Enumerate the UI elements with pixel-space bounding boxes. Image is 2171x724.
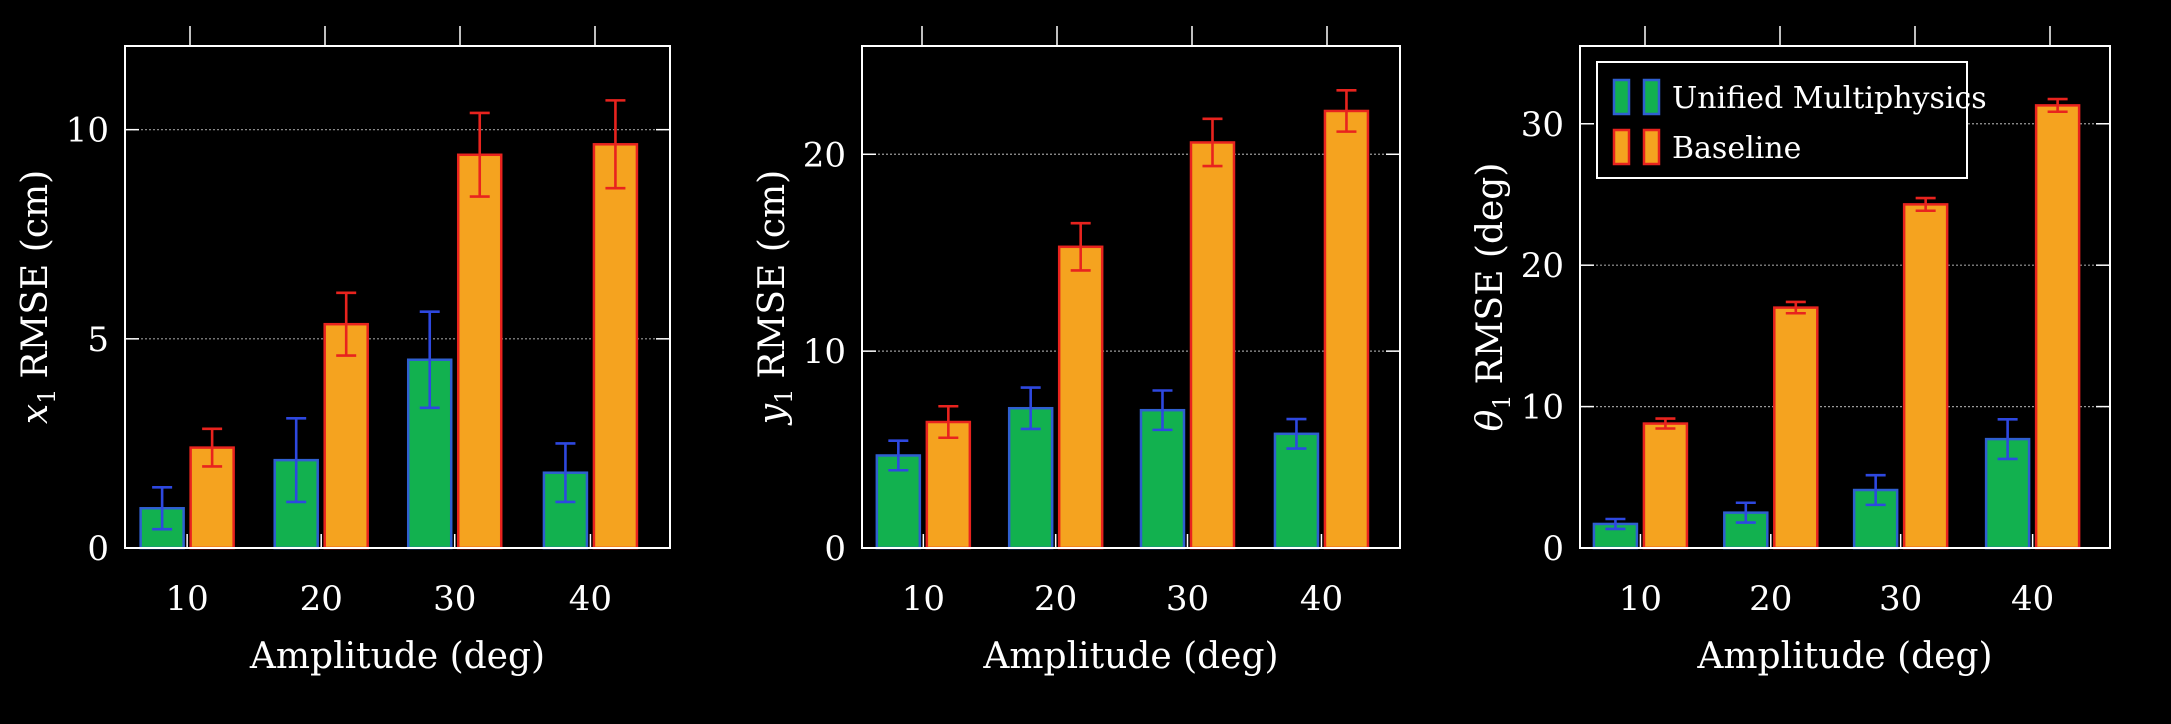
x-tick-label: 10 [165, 579, 208, 619]
x-tick-label: 10 [902, 579, 945, 619]
y-tick-label: 0 [1542, 529, 1564, 569]
y-tick-label: 20 [803, 135, 846, 175]
y-axis-label-text: RMSE (cm) [15, 170, 56, 379]
bar-unified [1273, 432, 1320, 550]
x-axis-label: Amplitude (deg) [1696, 636, 1992, 677]
x-tick-label: 20 [1749, 579, 1792, 619]
legend-label: Baseline [1672, 131, 1801, 166]
legend: Unified Multiphysics Baseline [1596, 61, 1987, 179]
x-axis-label: Amplitude (deg) [249, 636, 545, 677]
bar-baseline [1323, 109, 1370, 550]
y-axis-label: x1 RMSE (cm) [15, 170, 61, 424]
x-tick-label: 40 [1300, 579, 1343, 619]
y-axis-label-sub: 1 [33, 389, 61, 404]
legend-swatch-unified [1642, 78, 1661, 116]
y-axis-label-text: RMSE (cm) [752, 170, 793, 379]
bar-baseline [1902, 203, 1949, 550]
bar-baseline [1189, 141, 1236, 550]
bar-baseline [1773, 306, 1819, 550]
x-tick-label: 40 [2011, 579, 2054, 619]
y-tick-label: 0 [824, 529, 846, 569]
x-tick-label: 10 [1619, 579, 1662, 619]
y-tick-label: 10 [1521, 388, 1564, 428]
y-axis-label: y1 RMSE (cm) [752, 170, 798, 426]
bar-baseline [592, 143, 639, 550]
bar-baseline [1057, 245, 1104, 550]
y-axis-label-var: y [752, 403, 793, 426]
x-tick-label: 30 [1879, 579, 1922, 619]
y-tick-label: 5 [87, 320, 109, 360]
y-axis-label-var: x [15, 404, 56, 424]
y-tick-label: 20 [1521, 246, 1564, 286]
y-axis-label-text: RMSE (deg) [1470, 163, 1511, 385]
x-tick-label: 20 [1034, 579, 1077, 619]
y-axis-label-var: θ [1470, 409, 1511, 431]
panel-3: 10 20 30 40 0 10 20 30 Amplitude (deg) θ1 RMSE (de… [1470, 26, 2111, 677]
bar-baseline [925, 420, 972, 550]
legend-swatch-unified [1612, 78, 1631, 116]
panel-2: 10 20 30 40 0 10 20 Amplitude (deg) y1 RMSE (cm) [752, 26, 1401, 677]
plot-frame [124, 45, 671, 549]
x-tick-label: 30 [433, 579, 476, 619]
y-axis-label: θ1 RMSE (deg) [1470, 163, 1516, 432]
y-tick-label: 30 [1521, 105, 1564, 145]
x-tick-label: 40 [569, 579, 612, 619]
x-tick-label: 30 [1166, 579, 1209, 619]
legend-label: Unified Multiphysics [1672, 81, 1987, 116]
y-tick-label: 10 [66, 111, 109, 151]
legend-swatch-baseline [1612, 128, 1631, 166]
bar-baseline [456, 153, 503, 550]
bar-baseline [2034, 104, 2081, 550]
plot-frame [861, 45, 1401, 549]
legend-swatch-baseline [1642, 128, 1661, 166]
plot-frame [1579, 45, 2111, 549]
bar-baseline [1642, 422, 1689, 550]
y-axis-label-sub: 1 [1488, 394, 1516, 409]
x-axis-label: Amplitude (deg) [982, 636, 1278, 677]
x-tick-label: 20 [300, 579, 343, 619]
bar-baseline [323, 322, 369, 550]
y-axis-label-sub: 1 [770, 389, 798, 404]
y-tick-label: 10 [803, 332, 846, 372]
panel-1: 10 20 30 40 0 5 10 Amplitude (deg) x1 RMSE (cm) [15, 26, 671, 677]
y-tick-label: 0 [87, 529, 109, 569]
